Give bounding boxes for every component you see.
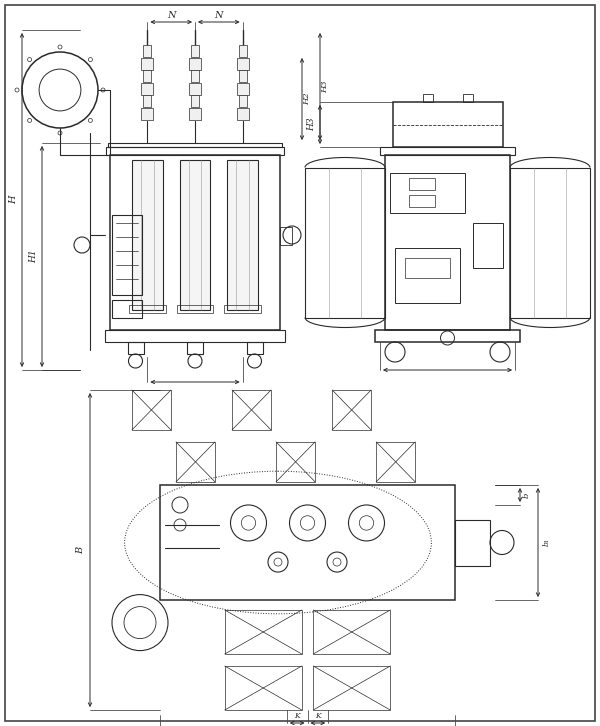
Bar [313,610,390,654]
Bar [422,94,433,102]
Bar [380,147,515,155]
Text: N: N [215,10,223,20]
Bar [332,390,371,430]
Text: H3: H3 [321,80,329,93]
Text: b₁: b₁ [543,539,551,547]
Text: N: N [167,10,175,20]
Text: H2: H2 [303,93,311,105]
Text: H3: H3 [308,118,317,131]
Bar [376,442,415,482]
Bar [247,342,263,354]
Bar [280,227,292,245]
Text: b: b [523,492,531,497]
Text: H1: H1 [29,250,38,264]
Bar [142,108,154,120]
Text: H: H [10,196,19,204]
Bar [236,108,248,120]
Bar [305,168,385,317]
Bar [463,94,473,102]
Bar [225,610,302,654]
Bar [395,248,460,303]
Bar [239,45,247,57]
Bar [191,95,199,107]
Bar [112,215,142,295]
Bar [132,390,171,430]
Bar [189,57,201,70]
Bar [129,305,166,313]
Bar [405,258,450,277]
Text: K: K [315,712,320,720]
Text: B: B [77,547,86,553]
Bar [160,485,455,600]
Bar [276,442,315,482]
Bar [313,666,390,710]
Bar [180,160,210,310]
Bar [142,57,154,70]
Bar [189,83,201,94]
Bar [227,160,258,310]
Bar [510,168,590,317]
Bar [105,330,285,342]
Text: K: K [295,712,300,720]
Bar [142,83,154,94]
Bar [385,155,510,330]
Bar [128,342,143,354]
Bar [236,57,248,70]
Bar [143,70,151,82]
Bar [189,108,201,120]
Bar [236,83,248,94]
Bar [392,102,503,147]
Bar [473,222,503,267]
Bar [409,177,435,189]
Bar [375,330,520,342]
Bar [112,300,142,318]
Bar [455,520,490,566]
Bar [239,95,247,107]
Bar [224,305,261,313]
Bar [106,147,284,155]
Bar [132,160,163,310]
Bar [225,666,302,710]
Bar [191,70,199,82]
Bar [108,143,282,147]
Bar [176,305,214,313]
Bar [409,195,435,206]
Bar [143,45,151,57]
Bar [143,95,151,107]
Bar [239,70,247,82]
Bar [187,342,203,354]
Bar [232,390,271,430]
Bar [110,155,280,330]
Bar [390,173,465,213]
Bar [191,45,199,57]
Bar [176,442,215,482]
